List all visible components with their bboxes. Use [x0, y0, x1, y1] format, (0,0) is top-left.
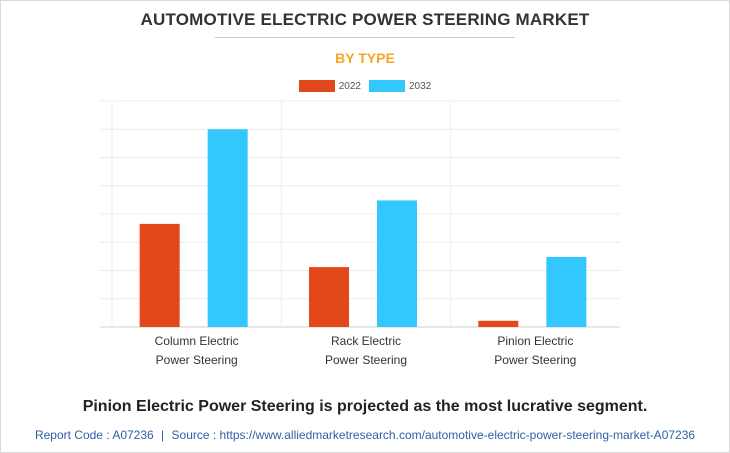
legend-swatch-2032	[369, 80, 405, 92]
legend-label-2022: 2022	[338, 80, 361, 92]
bar-2022	[309, 267, 349, 327]
bar-2022	[139, 223, 180, 327]
legend-label-2032: 2032	[409, 80, 432, 92]
x-tick-label: Rack Electric	[331, 334, 401, 348]
title-divider	[215, 37, 515, 38]
chart-title: AUTOMOTIVE ELECTRIC POWER STEERING MARKE…	[140, 10, 590, 29]
x-tick-label: Power Steering	[156, 353, 238, 367]
legend-swatch-2022	[298, 80, 335, 92]
legend-item-2022[interactable]: 2022	[298, 80, 361, 92]
x-tick-label: Power Steering	[325, 353, 407, 367]
bar-2032	[546, 256, 587, 327]
report-code: Report Code : A07236	[34, 428, 154, 442]
legend: 2022 2032	[0, 80, 730, 92]
x-tick-label: Power Steering	[494, 353, 576, 367]
key-insight-headline: Pinion Electric Power Steering is projec…	[82, 398, 648, 415]
x-tick-label: Pinion Electric	[497, 334, 573, 348]
x-tick-label: Column Electric	[155, 334, 239, 348]
bar-2032	[207, 129, 248, 327]
bar-2032	[377, 200, 417, 327]
legend-item-2032[interactable]: 2032	[369, 80, 431, 92]
source-link[interactable]: Source : https://www.alliedmarketresearc…	[171, 428, 696, 442]
chart-subtitle: BY TYPE	[335, 50, 395, 66]
bar-2022	[478, 320, 519, 327]
footer-separator: |	[161, 428, 165, 442]
report-footer: Report Code : A07236 | Source : https://…	[0, 428, 730, 442]
